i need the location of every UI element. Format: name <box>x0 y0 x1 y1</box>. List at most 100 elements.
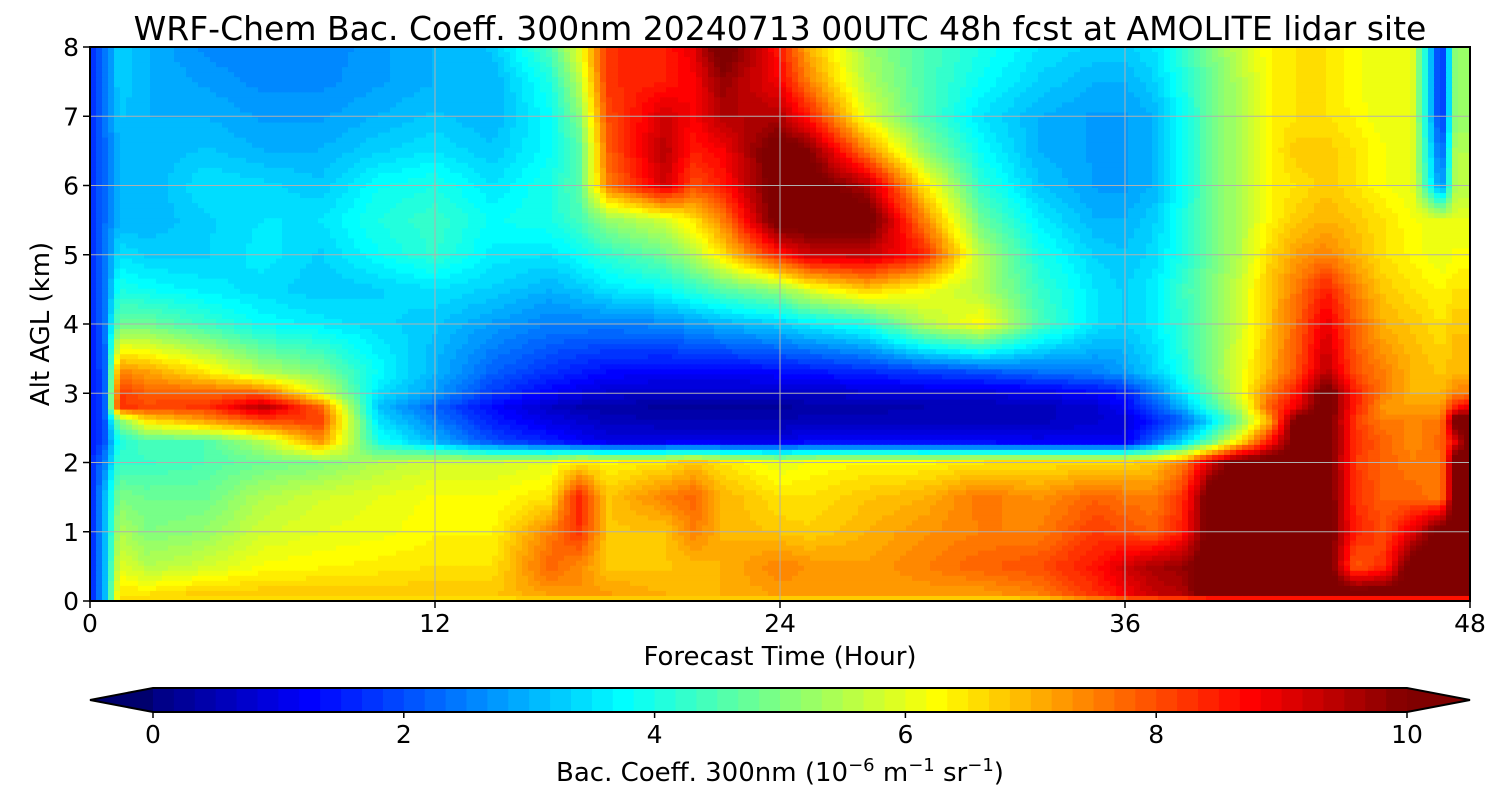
heatmap-cell <box>600 122 607 129</box>
heatmap-cell <box>216 147 223 154</box>
heatmap-cell <box>1224 72 1231 78</box>
heatmap-cell <box>996 72 1003 78</box>
heatmap-cell <box>1386 67 1393 73</box>
heatmap-cell <box>462 97 469 104</box>
heatmap-cell <box>684 142 691 149</box>
heatmap-cell <box>828 152 835 159</box>
heatmap-cell <box>1230 72 1237 78</box>
heatmap-cell <box>1422 117 1429 124</box>
heatmap-cell <box>426 112 433 119</box>
heatmap-cell <box>768 112 775 119</box>
heatmap-cell <box>420 62 427 68</box>
heatmap-cell <box>1056 62 1063 68</box>
heatmap-cell <box>552 147 559 154</box>
heatmap-cell <box>732 147 739 154</box>
heatmap-cell <box>420 152 427 159</box>
heatmap-cell <box>234 72 241 78</box>
heatmap-cell <box>618 117 625 124</box>
heatmap-cell <box>1386 112 1393 119</box>
heatmap-cell <box>798 152 805 159</box>
heatmap-cell <box>516 147 523 154</box>
heatmap-cell <box>396 142 403 149</box>
heatmap-cell <box>102 152 109 159</box>
heatmap-cell <box>132 92 139 99</box>
heatmap-cell <box>90 152 97 159</box>
heatmap-cell <box>276 67 283 73</box>
heatmap-cell <box>420 72 427 78</box>
heatmap-cell <box>126 132 133 139</box>
heatmap-cell <box>534 97 541 104</box>
heatmap-cell <box>474 62 481 68</box>
heatmap-cell <box>738 137 745 144</box>
heatmap-cell <box>594 132 601 139</box>
heatmap-cell <box>528 57 535 63</box>
heatmap-cell <box>96 87 103 94</box>
heatmap-cell <box>1272 142 1279 149</box>
heatmap-cell <box>1260 57 1267 63</box>
heatmap-cell <box>1278 137 1285 144</box>
heatmap-cell <box>198 127 205 134</box>
heatmap-cell <box>942 77 949 83</box>
heatmap-cell <box>1032 82 1039 88</box>
heatmap-cell <box>1284 92 1291 99</box>
heatmap-cell <box>102 57 109 63</box>
heatmap-cell <box>984 147 991 154</box>
heatmap-cell <box>120 107 127 114</box>
heatmap-cell <box>426 72 433 78</box>
heatmap-cell <box>246 87 253 94</box>
heatmap-cell <box>408 112 415 119</box>
heatmap-cell <box>936 147 943 154</box>
heatmap-cell <box>1440 77 1447 83</box>
heatmap-cell <box>1014 112 1021 119</box>
heatmap-cell <box>264 147 271 154</box>
heatmap-cell <box>792 122 799 129</box>
heatmap-cell <box>420 127 427 134</box>
heatmap-cell <box>138 127 145 134</box>
heatmap-cell <box>360 52 367 58</box>
heatmap-cell <box>1014 122 1021 129</box>
heatmap-cell <box>606 82 613 88</box>
heatmap-cell <box>804 122 811 129</box>
heatmap-cell <box>954 152 961 159</box>
heatmap-cell <box>1188 67 1195 73</box>
heatmap-cell <box>714 122 721 129</box>
heatmap-cell <box>486 72 493 78</box>
heatmap-cell <box>1290 142 1297 149</box>
heatmap-cell <box>1296 107 1303 114</box>
heatmap-cell <box>822 107 829 114</box>
heatmap-cell <box>972 87 979 94</box>
heatmap-cell <box>1038 107 1045 114</box>
heatmap-cell <box>1038 117 1045 124</box>
heatmap-cell <box>606 62 613 68</box>
heatmap-cell <box>240 62 247 68</box>
heatmap-cell <box>1002 52 1009 58</box>
heatmap-cell <box>618 62 625 68</box>
heatmap-cell <box>1416 137 1423 144</box>
heatmap-cell <box>408 102 415 109</box>
heatmap-cell <box>774 62 781 68</box>
heatmap-cell <box>918 152 925 159</box>
heatmap-cell <box>1326 127 1333 134</box>
heatmap-cell <box>1278 132 1285 139</box>
heatmap-cell <box>156 107 163 114</box>
heatmap-cell <box>234 62 241 68</box>
heatmap-cell <box>462 92 469 99</box>
heatmap-cell <box>378 107 385 114</box>
heatmap-cell <box>1074 147 1081 154</box>
heatmap-cell <box>342 112 349 119</box>
heatmap-cell <box>228 47 235 53</box>
heatmap-cell <box>1290 72 1297 78</box>
heatmap-cell <box>1206 137 1213 144</box>
heatmap-cell <box>558 87 565 94</box>
heatmap-cell <box>954 72 961 78</box>
heatmap-cell <box>114 52 121 58</box>
heatmap-cell <box>360 142 367 149</box>
heatmap-cell <box>1140 147 1147 154</box>
heatmap-cell <box>984 67 991 73</box>
heatmap-cell <box>1344 122 1351 129</box>
heatmap-cell <box>1458 77 1465 83</box>
heatmap-cell <box>1146 97 1153 104</box>
heatmap-cell <box>1440 117 1447 124</box>
heatmap-cell <box>546 107 553 114</box>
heatmap-cell <box>270 152 277 159</box>
